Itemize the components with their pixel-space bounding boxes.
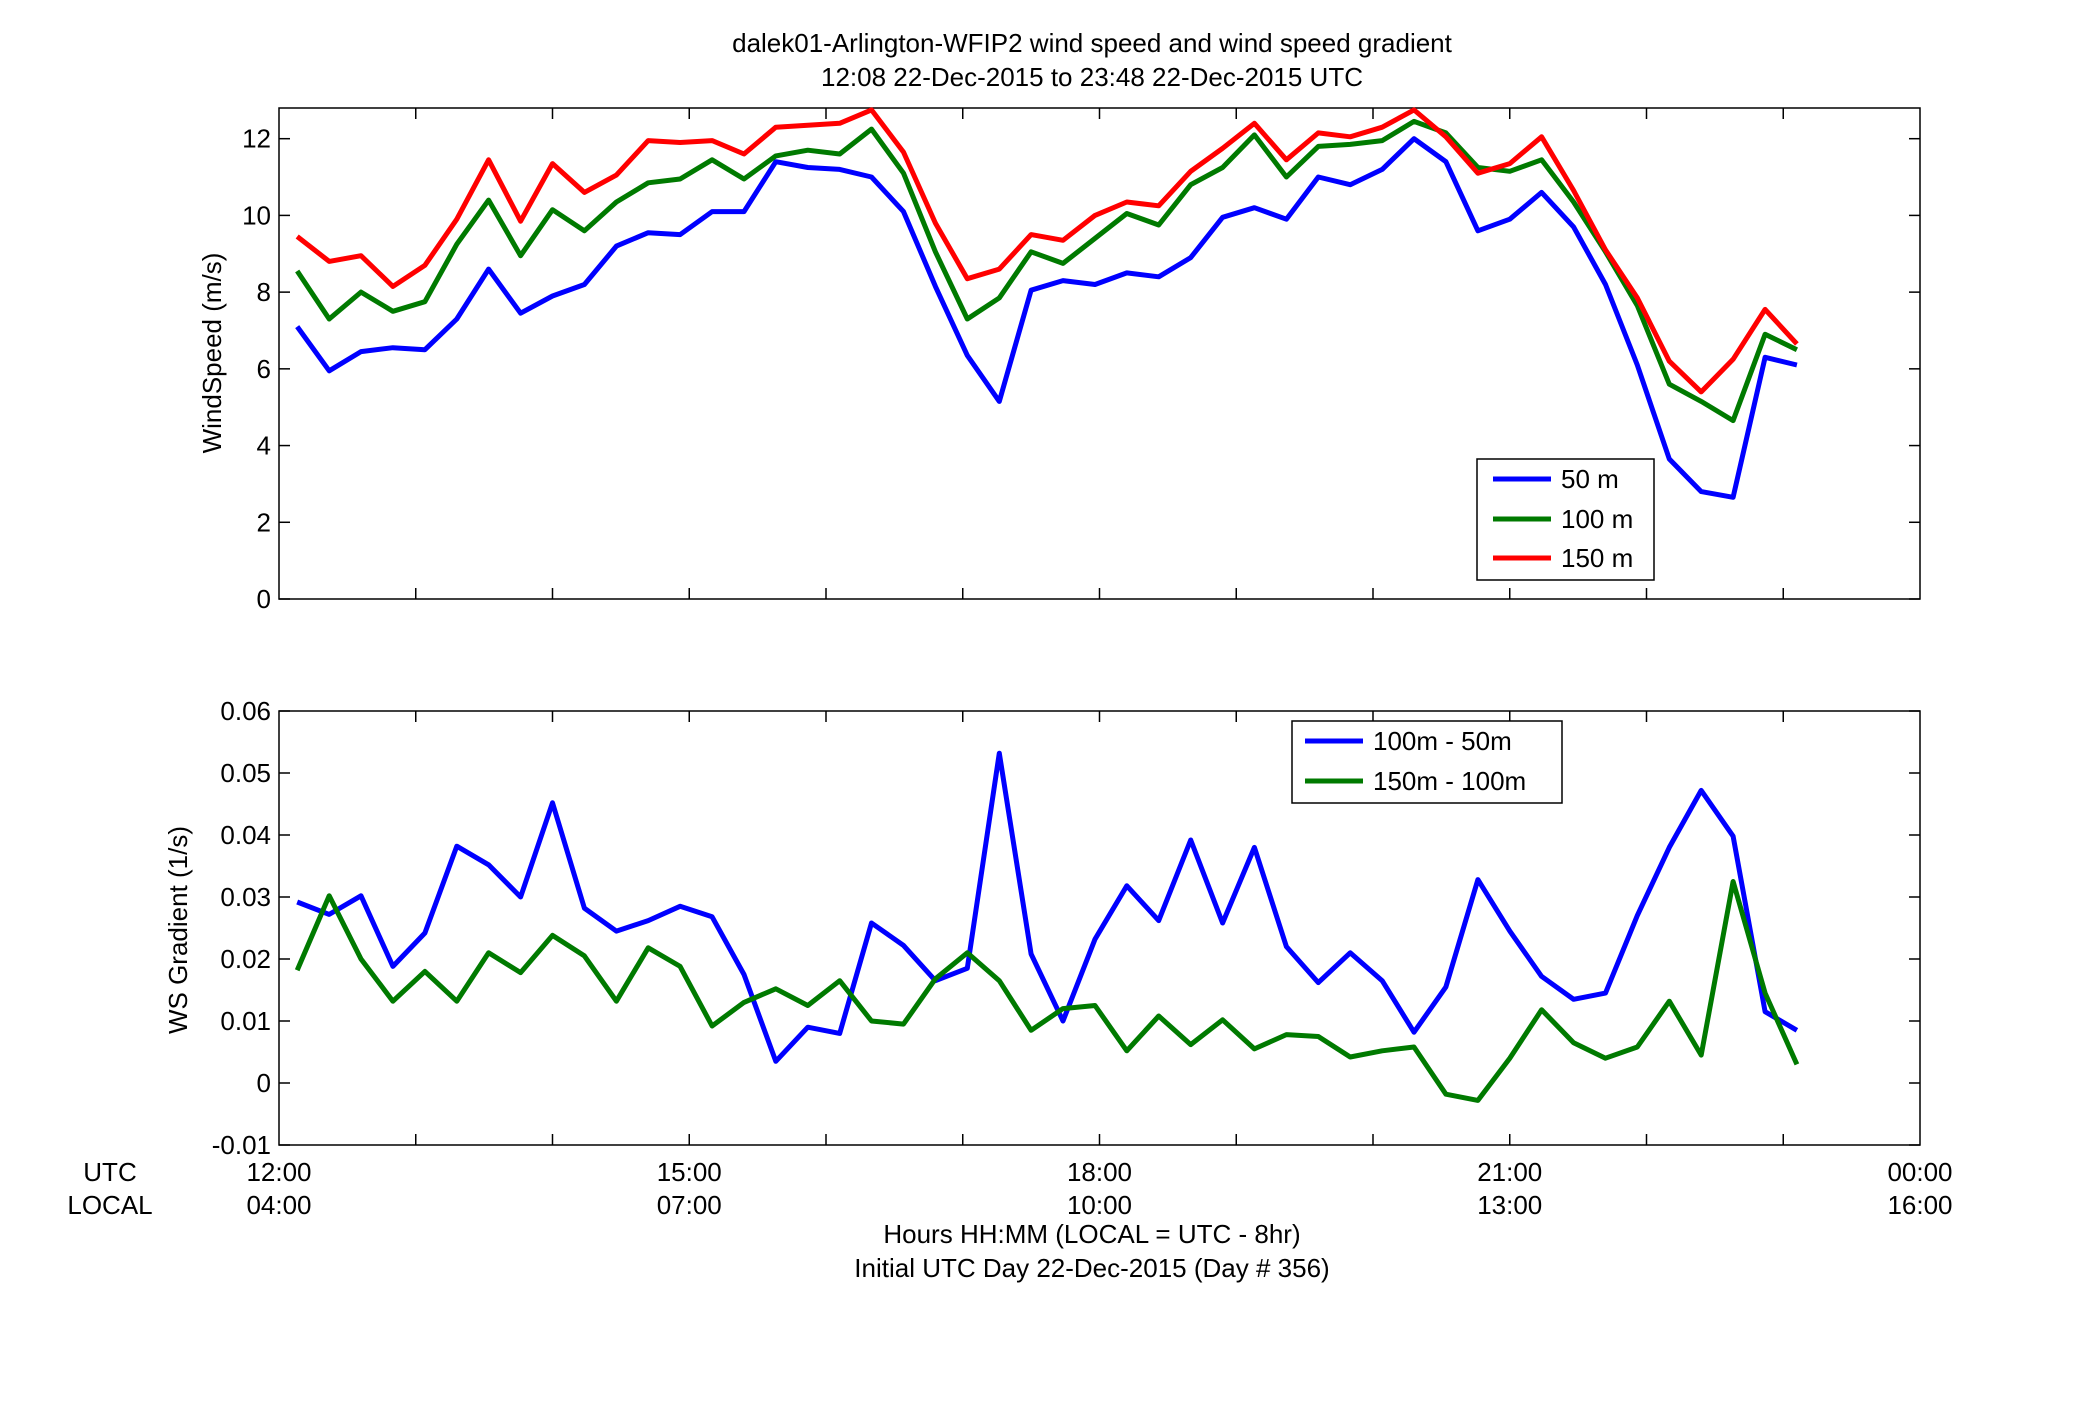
windspeed-series [295,107,1799,500]
legend-label-100m-50m: 100m - 50m [1373,726,1512,756]
gradient-x-ticks [415,711,1784,1145]
gradient-series [294,750,1800,1103]
legend-label-100m: 100 m [1561,504,1633,534]
gradient-legend: 100m - 50m 150m - 100m [1291,720,1563,804]
x-axis-row-label-local: LOCAL [67,1190,152,1220]
windspeed-y-tick-label: 8 [257,277,271,307]
gradient-y-ticks: -0.01 0 0.01 0.02 0.03 0.04 0.05 0.06 [212,696,1920,1160]
x-axis-row-label-utc: UTC [83,1157,136,1187]
chart-title-line2: 12:08 22-Dec-2015 to 23:48 22-Dec-2015 U… [821,62,1363,92]
windspeed-y-ticks: 0 2 4 6 8 10 12 [242,124,1920,614]
windspeed-series-line-100-m [295,118,1798,424]
gradient-y-tick-label: 0.03 [220,882,271,912]
x-axis-label-line2: Initial UTC Day 22-Dec-2015 (Day # 356) [854,1253,1329,1283]
gradient-y-tick-label: 0 [257,1068,271,1098]
legend-label-50m: 50 m [1561,464,1619,494]
windspeed-series-line-150-m [295,107,1799,395]
x-tick-label-local: 13:00 [1477,1190,1542,1220]
windspeed-y-tick-label: 12 [242,124,271,154]
windspeed-y-tick-label: 6 [257,354,271,384]
windspeed-y-tick-label: 4 [257,431,271,461]
x-tick-label-local: 07:00 [657,1190,722,1220]
x-tick-label-utc: 21:00 [1477,1157,1542,1187]
gradient-y-tick-label: 0.06 [220,696,271,726]
x-tick-label-utc: 15:00 [657,1157,722,1187]
gradient-y-tick-label: 0.01 [220,1006,271,1036]
windspeed-axes-frame [278,107,1921,600]
x-axis-label-line1: Hours HH:MM (LOCAL = UTC - 8hr) [883,1219,1300,1249]
legend-label-150m: 150 m [1561,543,1633,573]
windspeed-x-ticks [415,108,1784,599]
x-tick-label-utc: 18:00 [1067,1157,1132,1187]
gradient-series-line-100m-50m [296,750,1799,1064]
windspeed-y-tick-label: 0 [257,584,271,614]
gradient-legend-box [1291,720,1563,804]
legend-label-150m-100m: 150m - 100m [1373,766,1526,796]
x-tick-label-utc: 00:00 [1887,1157,1952,1187]
gradient-panel: -0.01 0 0.01 0.02 0.03 0.04 0.05 0.06 WS Gradie… [163,696,1921,1160]
x-tick-label-local: 10:00 [1067,1190,1132,1220]
windspeed-series-line-50-m [295,136,1798,500]
gradient-series-line-150m-100m [294,879,1800,1103]
x-tick-label-local: 04:00 [246,1190,311,1220]
gradient-y-axis-label: WS Gradient (1/s) [163,826,193,1034]
x-tick-label-utc: 12:00 [246,1157,311,1187]
windspeed-y-axis-label: WindSpeed (m/s) [197,253,227,454]
chart-title-line1: dalek01-Arlington-WFIP2 wind speed and w… [732,28,1453,58]
windspeed-legend: 50 m 100 m 150 m [1476,458,1655,581]
gradient-y-tick-label: 0.02 [220,944,271,974]
x-tick-label-local: 16:00 [1887,1190,1952,1220]
windspeed-y-tick-label: 2 [257,507,271,537]
gradient-y-tick-label: -0.01 [212,1130,271,1160]
windspeed-y-tick-label: 10 [242,200,271,230]
gradient-y-tick-label: 0.05 [220,758,271,788]
gradient-y-tick-label: 0.04 [220,820,271,850]
windspeed-panel: 0 2 4 6 8 10 12 WindSpeed (m/s) 50 m 100 m 150… [197,107,1921,614]
